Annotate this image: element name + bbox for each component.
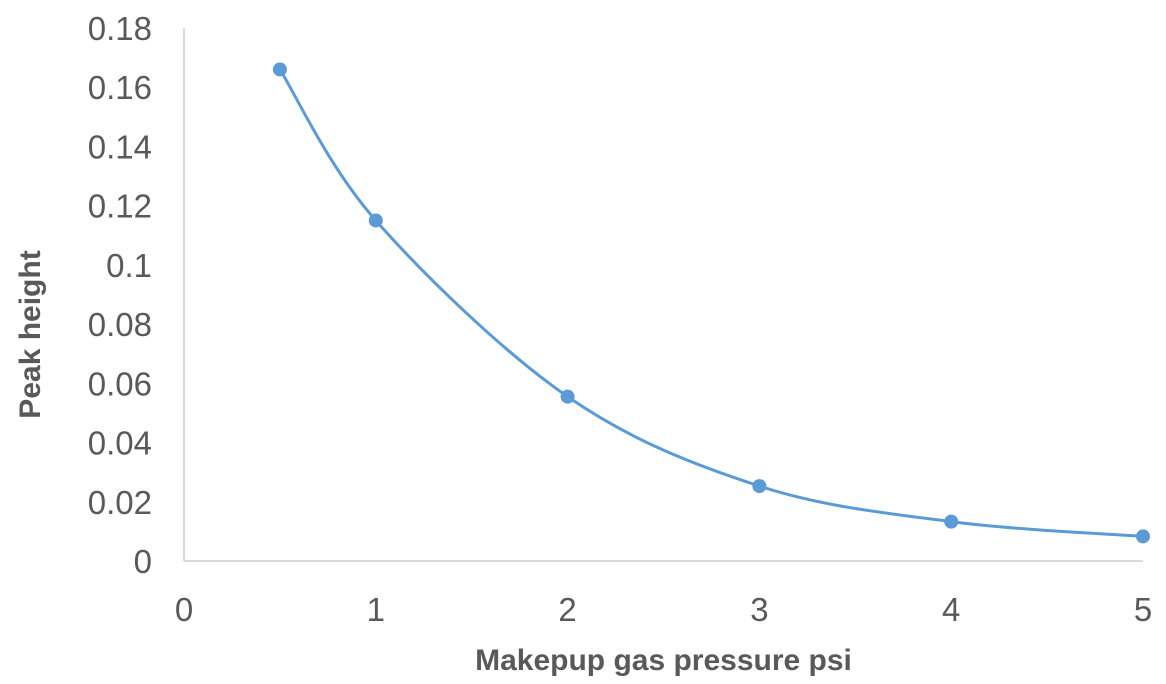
x-tick-labels: 0 1 2 3 4 5 <box>175 591 1152 628</box>
series-line <box>278 68 1144 538</box>
axes <box>183 28 1143 562</box>
y-tick-label: 0.08 <box>88 306 152 343</box>
y-tick-label: 0.16 <box>88 69 152 106</box>
data-point <box>272 62 287 77</box>
data-point <box>560 389 575 404</box>
y-tick-label: 0.14 <box>88 128 152 165</box>
data-point <box>368 213 383 228</box>
series-layer <box>272 62 1150 544</box>
data-point <box>752 479 767 494</box>
x-tick-label: 4 <box>942 591 960 628</box>
y-tick-label: 0.12 <box>88 188 152 225</box>
y-tick-label: 0.18 <box>88 10 152 47</box>
x-tick-label: 0 <box>175 591 193 628</box>
y-tick-labels: 0 0.02 0.04 0.06 0.08 0.1 0.12 0.14 0.16 0.18 <box>88 10 152 580</box>
x-axis-title: Makepup gas pressure psi <box>475 644 852 677</box>
x-tick-label: 2 <box>558 591 576 628</box>
y-axis-title: Peak height <box>14 250 47 418</box>
y-tick-label: 0 <box>134 543 152 580</box>
data-point <box>944 514 959 529</box>
y-tick-label: 0.1 <box>106 247 152 284</box>
x-tick-label: 3 <box>750 591 768 628</box>
x-tick-label: 1 <box>367 591 385 628</box>
x-tick-label: 5 <box>1134 591 1152 628</box>
data-point <box>1136 529 1150 544</box>
y-tick-label: 0.06 <box>88 365 152 402</box>
y-tick-label: 0.04 <box>88 425 152 462</box>
y-tick-label: 0.02 <box>88 484 152 521</box>
